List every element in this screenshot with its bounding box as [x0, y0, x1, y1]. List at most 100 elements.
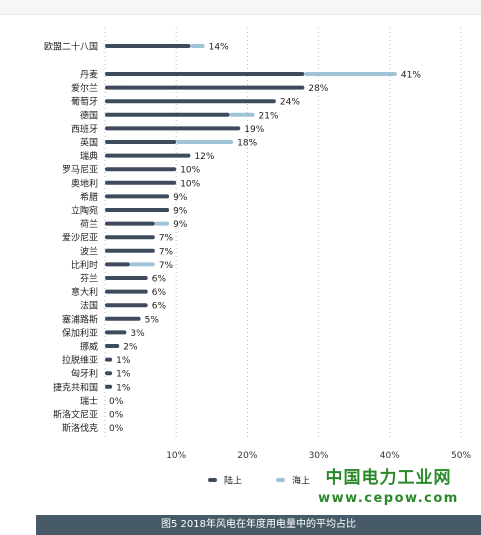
value-label: 3%: [130, 329, 145, 339]
bar-onshore: [105, 384, 113, 389]
category-label: 斯洛文尼亚: [53, 409, 98, 421]
bar-offshore: [304, 72, 397, 76]
category-label: 保加利亚: [62, 327, 98, 339]
category-label: 瑞士: [80, 395, 98, 407]
x-tick-label: 30%: [309, 451, 329, 461]
bar-onshore: [105, 357, 113, 362]
value-label: 9%: [173, 193, 188, 203]
bar-onshore: [105, 248, 155, 253]
legend-label: 海上: [292, 475, 310, 487]
x-tick-label: 50%: [451, 451, 471, 461]
value-label: 5%: [145, 315, 160, 325]
category-label: 捷克共和国: [53, 381, 98, 393]
category-label: 荷兰: [80, 218, 98, 230]
category-label: 希腊: [80, 191, 98, 203]
legend: 陆上 海上: [208, 475, 310, 487]
value-label: 28%: [308, 84, 328, 94]
value-label: 9%: [173, 207, 188, 217]
category-label: 拉脱维亚: [62, 354, 98, 366]
value-label: 18%: [237, 139, 257, 149]
category-label: 葡萄牙: [71, 96, 98, 108]
category-label: 丹麦: [80, 69, 98, 81]
category-label: 英国: [80, 137, 98, 149]
bar-onshore: [105, 235, 155, 240]
bar-onshore: [105, 194, 170, 199]
category-label: 奥地利: [71, 177, 98, 189]
value-label: 12%: [194, 152, 214, 162]
bar-offshore: [176, 140, 234, 144]
value-label: 41%: [401, 71, 421, 81]
value-label: 2%: [123, 343, 138, 353]
figure-caption: 图5 2018年风电在年度用电量中的平均占比: [36, 515, 481, 535]
value-label: 7%: [159, 234, 174, 244]
bar-onshore: [105, 112, 230, 117]
value-label: 1%: [116, 356, 131, 366]
bar-onshore: [105, 262, 130, 267]
bar-onshore: [105, 289, 148, 294]
labels-layer: 10% 20% 30% 40% 50% 欧盟二十八国 14% 丹麦 41% 爱尔兰 28% 葡萄牙 24…: [44, 41, 471, 462]
value-label: 6%: [152, 288, 167, 298]
bar-onshore: [105, 371, 113, 376]
category-label: 波兰: [80, 245, 98, 257]
category-label: 罗马尼亚: [62, 165, 98, 176]
value-label: 0%: [109, 397, 124, 407]
bar-onshore: [105, 303, 148, 308]
value-label: 6%: [152, 302, 167, 312]
bar-onshore: [105, 126, 241, 131]
value-label: 1%: [116, 383, 131, 393]
value-label: 9%: [173, 220, 188, 230]
value-label: 0%: [109, 411, 124, 421]
bar-onshore: [105, 85, 305, 90]
value-label: 14%: [209, 43, 229, 53]
top-strip: [0, 0, 481, 15]
bar-onshore: [105, 180, 177, 185]
bar-onshore: [105, 153, 191, 158]
value-label: 0%: [109, 424, 124, 434]
grid-layer: [104, 28, 462, 440]
bar-onshore: [105, 44, 191, 48]
x-tick-label: 10%: [166, 451, 186, 461]
bar-offshore: [229, 112, 255, 117]
bar-onshore: [105, 344, 120, 348]
value-label: 1%: [116, 370, 131, 380]
bar-onshore: [105, 276, 148, 280]
bar-onshore: [105, 316, 141, 321]
legend-swatch: [276, 478, 285, 482]
category-label: 塞浦路斯: [62, 313, 98, 325]
value-label: 6%: [152, 275, 167, 285]
category-label: 立陶宛: [71, 205, 98, 217]
bar-offshore: [129, 262, 155, 267]
category-label: 法国: [80, 300, 98, 312]
legend-label: 陆上: [224, 475, 242, 487]
value-label: 10%: [180, 179, 200, 189]
bar-onshore: [105, 140, 177, 144]
bar-offshore: [154, 221, 170, 226]
value-label: 7%: [159, 261, 174, 271]
category-label: 匈牙利: [71, 368, 98, 380]
legend-swatch: [208, 478, 217, 482]
bar-offshore: [190, 44, 205, 48]
category-label: 爱沙尼亚: [62, 233, 98, 244]
bar-onshore: [105, 167, 177, 172]
value-label: 24%: [280, 98, 300, 108]
bar-onshore: [105, 208, 170, 212]
bars-layer: [105, 44, 397, 389]
category-label: 芬兰: [80, 273, 98, 285]
category-label: 爱尔兰: [71, 82, 98, 94]
category-label: 斯洛伐克: [62, 422, 98, 434]
value-label: 21%: [259, 111, 279, 121]
category-label: 瑞典: [80, 150, 98, 162]
category-label: 德国: [80, 109, 98, 121]
category-label: 欧盟二十八国: [44, 41, 98, 53]
bar-onshore: [105, 330, 127, 335]
category-label: 意大利: [71, 286, 98, 298]
bar-onshore: [105, 72, 305, 76]
category-label: 挪威: [80, 341, 98, 353]
bar-onshore: [105, 99, 276, 104]
x-tick-label: 20%: [237, 451, 257, 461]
value-label: 10%: [180, 166, 200, 176]
value-label: 19%: [244, 125, 264, 135]
category-label: 比利时: [71, 259, 98, 271]
category-label: 西班牙: [71, 123, 98, 135]
